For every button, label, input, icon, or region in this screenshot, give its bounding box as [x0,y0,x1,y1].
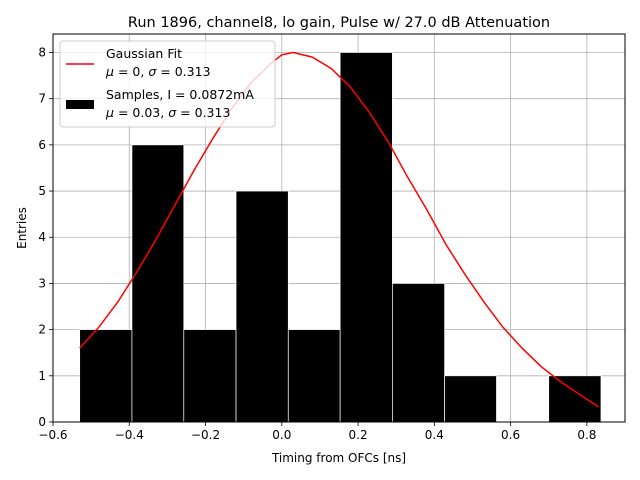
legend-fit-name: Gaussian Fit [106,46,182,61]
histogram-bar [392,283,445,423]
y-tick-label: 3 [38,276,46,290]
x-tick-label: −0.4 [115,428,144,442]
legend: Gaussian Fit μ = 0, σ = 0.313 Samples, I… [59,40,276,128]
legend-samples-swatch [66,100,94,109]
y-axis-ticks: 0 1 2 3 4 5 6 7 8 [38,45,53,429]
y-tick-label: 4 [38,230,46,244]
histogram-bar [548,375,602,423]
histogram-bar [79,329,133,423]
y-tick-label: 1 [38,369,46,383]
y-tick-label: 8 [38,45,46,59]
x-tick-label: 0.0 [272,428,291,442]
x-tick-label: −0.2 [191,428,220,442]
x-axis-ticks: −0.6 −0.4 −0.2 0.0 0.2 0.4 0.6 0.8 [38,422,596,442]
histogram-bar [444,375,497,423]
histogram-bar [183,329,237,423]
y-tick-label: 7 [38,92,46,106]
legend-box [59,40,276,128]
x-axis-label: Timing from OFCs [ns] [271,451,406,465]
y-axis-label: Entries [15,207,29,249]
chart-title: Run 1896, channel8, lo gain, Pulse w/ 27… [128,15,550,31]
histogram-bars [79,52,602,423]
y-tick-label: 6 [38,138,46,152]
y-tick-label: 5 [38,184,46,198]
legend-fit-stats: μ = 0, σ = 0.313 [105,64,211,79]
histogram-bar [287,329,341,423]
legend-samples-stats: μ = 0.03, σ = 0.313 [105,105,230,120]
plot-frame [52,33,626,423]
fit-curve-layer [79,51,599,408]
x-tick-label: −0.6 [38,428,67,442]
histogram-bar [339,52,393,423]
histogram-bar [131,144,185,423]
x-tick-label: 0.8 [577,428,596,442]
x-tick-label: 0.2 [349,428,368,442]
x-tick-label: 0.4 [425,428,444,442]
legend-samples-name: Samples, I = 0.0872mA [106,87,254,102]
gaussian-fit-curve [79,51,599,408]
x-tick-label: 0.6 [501,428,520,442]
y-tick-label: 0 [38,415,46,429]
histogram-bar [235,190,289,423]
y-tick-label: 2 [38,323,46,337]
